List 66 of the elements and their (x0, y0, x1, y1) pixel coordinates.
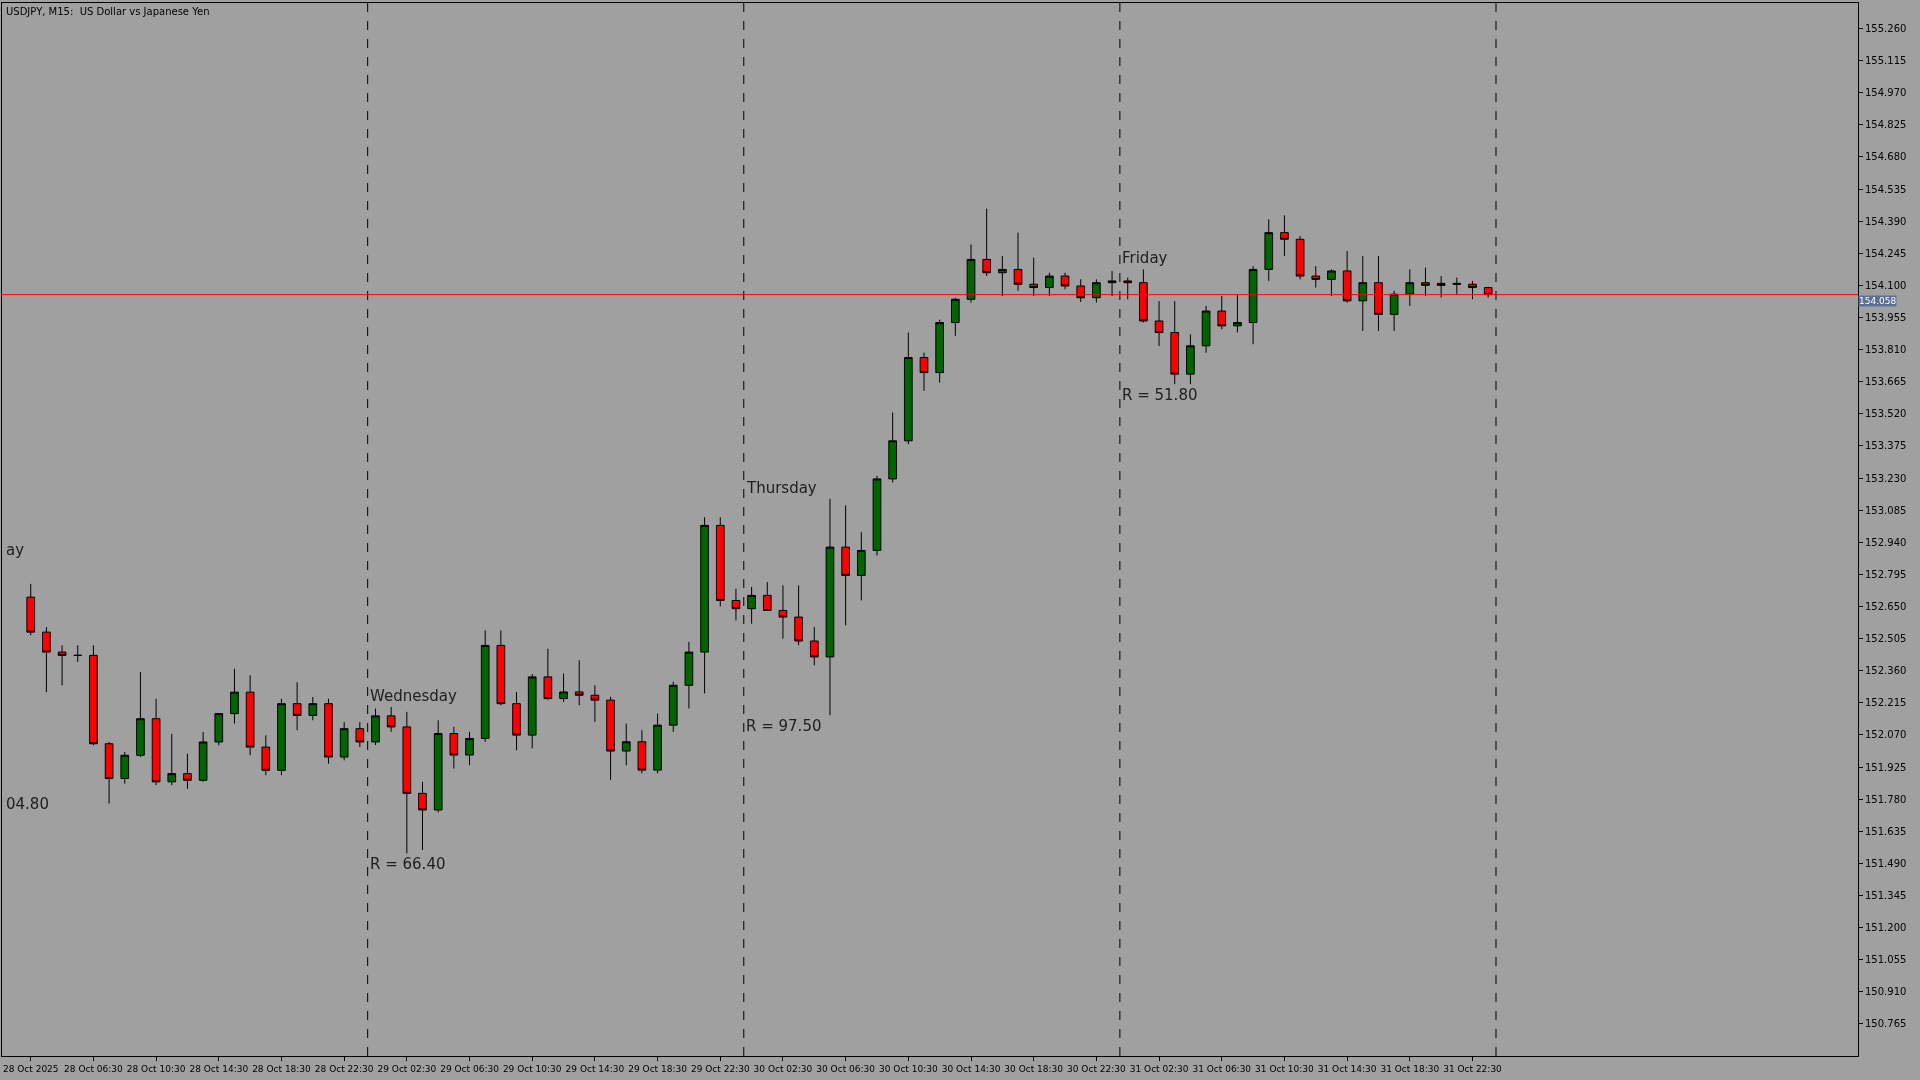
annotation: 04.80 (6, 795, 49, 813)
annotation: ay (6, 541, 25, 559)
y-tick-label: 151.490 (1865, 857, 1907, 869)
y-tick-label: 152.505 (1865, 633, 1907, 645)
x-tick-label: 30 Oct 14:30 (941, 1063, 1001, 1074)
y-tick-label: 154.245 (1865, 247, 1907, 259)
x-tick-label: 28 Oct 10:30 (126, 1063, 186, 1074)
x-tick-label: 29 Oct 14:30 (565, 1063, 625, 1074)
y-tick-label: 154.535 (1865, 183, 1907, 195)
y-tick-label: 154.970 (1865, 87, 1907, 99)
y-tick-label: 155.260 (1865, 22, 1907, 34)
y-tick-label: 155.115 (1865, 55, 1907, 67)
y-tick-label: 151.635 (1865, 825, 1907, 837)
annotation: R = 51.80 (1122, 386, 1198, 404)
x-tick-label: 30 Oct 02:30 (753, 1063, 813, 1074)
x-tick-label: 30 Oct 22:30 (1067, 1063, 1126, 1074)
annotation: Thursday (746, 479, 817, 497)
y-tick-label: 153.810 (1865, 344, 1907, 356)
y-tick-label: 152.360 (1865, 665, 1907, 677)
x-tick-label: 31 Oct 18:30 (1380, 1063, 1440, 1074)
y-tick-label: 151.345 (1865, 889, 1907, 901)
x-tick-label: 28 Oct 22:30 (314, 1063, 374, 1074)
x-tick-label: 30 Oct 06:30 (816, 1063, 876, 1074)
x-tick-label: 28 Oct 14:30 (189, 1063, 249, 1074)
x-tick-label: 29 Oct 22:30 (690, 1063, 750, 1074)
x-tick-label: 29 Oct 02:30 (377, 1063, 437, 1074)
x-tick-label: 29 Oct 06:30 (440, 1063, 500, 1074)
y-tick-label: 153.375 (1865, 440, 1907, 452)
x-tick-label: 31 Oct 14:30 (1317, 1063, 1377, 1074)
y-tick-label: 153.665 (1865, 376, 1907, 388)
x-tick-label: 28 Oct 06:30 (64, 1063, 124, 1074)
annotation: R = 66.40 (370, 855, 446, 873)
x-tick-label: 28 Oct 2025 (2, 1063, 59, 1074)
y-tick-label: 153.520 (1865, 408, 1907, 420)
y-tick-label: 152.070 (1865, 729, 1907, 741)
y-tick-label: 153.230 (1865, 472, 1907, 484)
y-tick-label: 151.055 (1865, 954, 1907, 966)
x-tick-label: 30 Oct 10:30 (878, 1063, 938, 1074)
x-tick-label: 31 Oct 02:30 (1129, 1063, 1189, 1074)
x-tick-label: 29 Oct 10:30 (502, 1063, 562, 1074)
y-tick-label: 152.215 (1865, 697, 1907, 709)
annotation: Friday (1122, 249, 1168, 267)
y-tick-label: 151.925 (1865, 761, 1907, 773)
y-tick-label: 154.100 (1865, 279, 1907, 291)
annotation: Wednesday (370, 687, 457, 705)
y-tick-label: 153.955 (1865, 311, 1907, 323)
x-tick-label: 28 Oct 18:30 (252, 1063, 312, 1074)
x-tick-label: 31 Oct 10:30 (1255, 1063, 1315, 1074)
annotation: R = 97.50 (746, 717, 822, 735)
y-tick-label: 152.940 (1865, 536, 1907, 548)
y-tick-label: 154.680 (1865, 151, 1907, 163)
x-tick-label: 31 Oct 22:30 (1443, 1063, 1503, 1074)
y-tick-label: 151.780 (1865, 793, 1907, 805)
y-tick-label: 154.390 (1865, 215, 1907, 227)
x-tick-label: 31 Oct 06:30 (1192, 1063, 1252, 1074)
y-tick-label: 150.765 (1865, 1018, 1907, 1030)
x-tick-label: 29 Oct 18:30 (628, 1063, 688, 1074)
y-tick-label: 154.825 (1865, 119, 1907, 131)
x-tick-label: 30 Oct 18:30 (1004, 1063, 1064, 1074)
ref-line-label: 154.058 (1859, 296, 1897, 306)
y-tick-label: 152.795 (1865, 568, 1907, 580)
y-tick-label: 150.910 (1865, 986, 1907, 998)
y-tick-label: 153.085 (1865, 504, 1907, 516)
chart-title: USDJPY, M15: US Dollar vs Japanese Yen (6, 6, 210, 17)
y-tick-label: 152.650 (1865, 600, 1907, 612)
y-tick-label: 151.200 (1865, 922, 1907, 934)
